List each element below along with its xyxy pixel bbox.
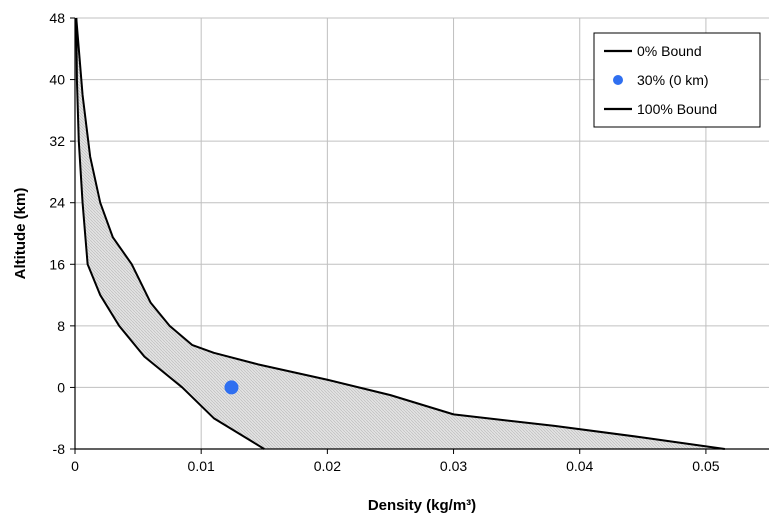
x-tick-label: 0 bbox=[71, 458, 79, 474]
y-tick-label: 48 bbox=[49, 10, 65, 26]
x-tick-label: 0.03 bbox=[440, 458, 467, 474]
y-tick-label: 24 bbox=[49, 195, 65, 211]
y-tick-label: 0 bbox=[57, 379, 65, 395]
y-tick-label: -8 bbox=[53, 441, 66, 457]
series-100-bound-line bbox=[75, 17, 725, 450]
legend-label-0-bound: 0% Bound bbox=[637, 43, 702, 59]
series-30-percent-point bbox=[224, 380, 239, 395]
y-tick-label: 32 bbox=[49, 133, 65, 149]
legend: 0% Bound 30% (0 km) 100% Bound bbox=[593, 32, 761, 128]
y-tick-label: 8 bbox=[57, 318, 65, 334]
legend-label-100-bound: 100% Bound bbox=[637, 101, 717, 117]
y-tick-label: 16 bbox=[49, 256, 65, 272]
y-axis-title: Altitude (km) bbox=[12, 188, 29, 280]
x-tick-label: 0.02 bbox=[314, 458, 341, 474]
x-axis-title: Density (kg/m³) bbox=[368, 497, 476, 514]
series-0-bound-line bbox=[75, 17, 265, 450]
x-tick-label: 0.05 bbox=[692, 458, 719, 474]
y-tick-label: 40 bbox=[49, 72, 65, 88]
legend-label-30-percent: 30% (0 km) bbox=[637, 72, 709, 88]
x-tick-label: 0.04 bbox=[566, 458, 593, 474]
legend-swatch-30-percent bbox=[613, 75, 623, 85]
x-tick-label: 0.01 bbox=[188, 458, 215, 474]
